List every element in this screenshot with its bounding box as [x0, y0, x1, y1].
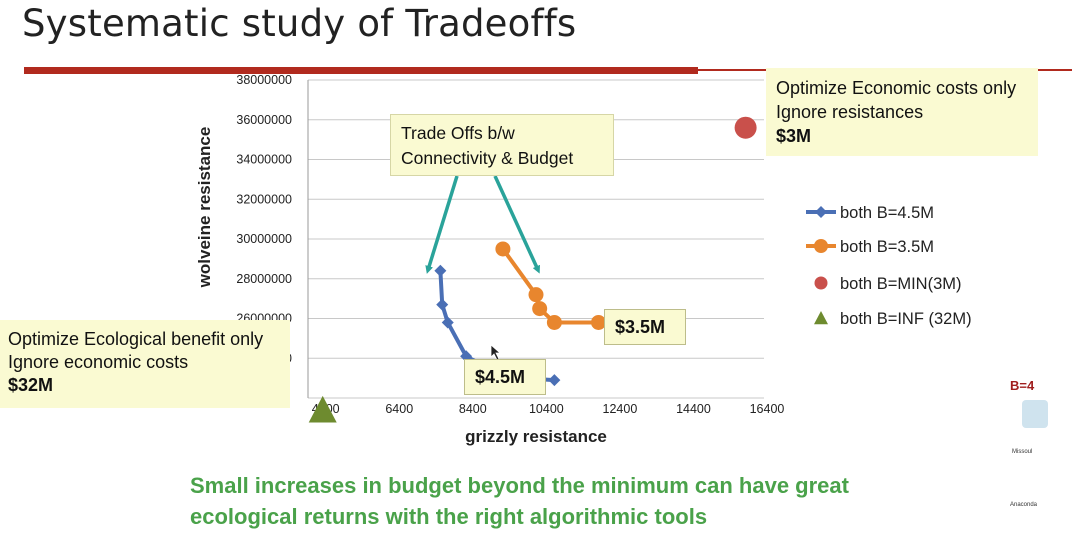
callout-tradeoff: Trade Offs b/w Connectivity & Budget [390, 114, 614, 176]
x-tick-label: 6400 [385, 402, 413, 416]
callout-arrows [425, 175, 540, 274]
legend-item-3: both B=INF (32M) [814, 310, 972, 328]
series-2 [734, 116, 757, 139]
x-axis-title: grizzly resistance [465, 427, 607, 446]
data-point [528, 287, 544, 303]
x-tick-label: 12400 [603, 402, 638, 416]
y-axis-title: wolveine resistance [195, 127, 214, 289]
legend-item-2: both B=MIN(3M) [814, 275, 962, 293]
data-point [436, 298, 449, 311]
callout-arrow [425, 175, 459, 274]
y-tick-label: 36000000 [236, 113, 292, 127]
next-slide-fragment: B=4 Missoul Anaconda [1008, 378, 1048, 518]
footer-message: Small increases in budget beyond the min… [190, 470, 950, 532]
callout-ecological-line2: Ignore economic costs [8, 352, 189, 372]
fragment-label-2: Anaconda [1010, 502, 1038, 508]
label-3-5m: $3.5M [604, 309, 686, 345]
footer-line2: ecological returns with the right algori… [190, 504, 708, 529]
data-point [546, 314, 562, 330]
y-tick-label: 34000000 [236, 153, 292, 167]
callout-tradeoff-line2: Connectivity & Budget [401, 148, 574, 168]
legend-label: both B=INF (32M) [840, 310, 972, 328]
series-1 [495, 241, 607, 330]
callout-economic-line2: Ignore resistances [776, 102, 924, 122]
y-tick-label: 38000000 [236, 73, 292, 87]
series-line [501, 247, 599, 325]
legend-label: both B=MIN(3M) [840, 275, 962, 293]
slide-title: Systematic study of Tradeoffs [22, 2, 577, 45]
data-point [308, 395, 337, 423]
legend-marker [814, 239, 828, 253]
callout-ecological: Optimize Ecological benefit only Ignore … [0, 320, 290, 408]
callout-ecological-cost: $32M [8, 375, 54, 395]
legend-label: both B=3.5M [840, 238, 934, 256]
callout-economic: Optimize Economic costs only Ignore resi… [766, 68, 1038, 156]
fragment-label-1: Missoul [1012, 449, 1033, 455]
callout-arrow [493, 175, 540, 274]
data-point [441, 316, 454, 329]
y-tick-label: 32000000 [236, 192, 292, 206]
data-point [548, 374, 561, 387]
y-tick-label: 28000000 [236, 272, 292, 286]
y-tick-label: 30000000 [236, 232, 292, 246]
fragment-map-image [1022, 400, 1048, 428]
callout-ecological-line1: Optimize Ecological benefit only [8, 329, 264, 349]
title-rule [24, 67, 698, 74]
data-point [532, 301, 548, 317]
label-4-5m: $4.5M [464, 359, 546, 395]
x-tick-label: 10400 [529, 402, 564, 416]
fragment-heading: B=4 [1010, 378, 1035, 393]
x-tick-label: 16400 [750, 402, 785, 416]
series-3 [308, 395, 337, 423]
legend-item-0: both B=4.5M [806, 204, 934, 222]
legend-label: both B=4.5M [840, 204, 934, 222]
x-tick-label: 14400 [676, 402, 711, 416]
callout-economic-cost: $3M [776, 126, 812, 146]
data-point [734, 116, 757, 139]
legend-item-1: both B=3.5M [806, 238, 934, 256]
legend-marker [814, 311, 828, 325]
callout-economic-line1: Optimize Economic costs only [776, 78, 1017, 98]
x-tick-label: 8400 [459, 402, 487, 416]
legend-marker [815, 206, 827, 218]
data-point [591, 314, 607, 330]
data-point [495, 241, 511, 257]
chart-legend: both B=4.5M both B=3.5M both B=MIN(3M) both… [806, 204, 972, 328]
legend-marker [814, 276, 828, 290]
footer-line1: Small increases in budget beyond the min… [190, 473, 849, 498]
callout-tradeoff-line1: Trade Offs b/w [401, 123, 515, 143]
data-point [434, 264, 447, 277]
